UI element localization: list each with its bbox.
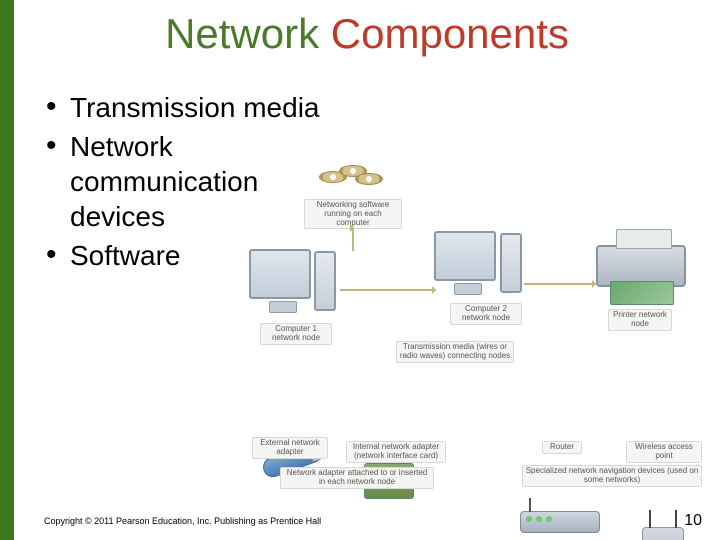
computer1-tower-icon <box>314 251 336 311</box>
diagram-label-printer: Printer network node <box>608 309 672 331</box>
bullet-text: Software <box>70 240 181 271</box>
computer2-tower-icon <box>500 233 522 293</box>
diagram-label-nav-note: Specialized network navigation devices (… <box>522 465 702 487</box>
connector-line <box>352 227 354 251</box>
page-number: 10 <box>684 512 702 530</box>
title-word-1: Network <box>165 10 331 57</box>
bullet-text: Network communication devices <box>70 131 258 232</box>
connector-line <box>524 283 596 285</box>
diagram-label-wireless-ap: Wireless access point <box>626 441 702 463</box>
diagram-label-int-adapter: Internal network adapter (network interf… <box>346 441 446 463</box>
diagram-label-computer2: Computer 2 network node <box>450 303 522 325</box>
bullet-text: Transmission media <box>70 92 319 123</box>
diagram-label-ext-adapter: External network adapter <box>252 437 328 459</box>
wireless-ap-icon <box>642 527 684 540</box>
computer1-icon <box>249 249 311 299</box>
copyright-text: Copyright © 2011 Pearson Education, Inc.… <box>44 516 321 526</box>
slide-body: Network Components Transmission media Ne… <box>14 0 720 540</box>
accent-bar <box>0 0 14 540</box>
bullet-item: Transmission media <box>44 90 344 125</box>
connector-line <box>340 289 436 291</box>
slide-title: Network Components <box>14 10 720 58</box>
computer2-icon <box>434 231 496 281</box>
router-icon <box>520 511 600 533</box>
network-diagram: Networking software running on each comp… <box>244 165 719 490</box>
diagram-label-adapter-note: Network adapter attached to or inserted … <box>280 467 434 489</box>
printer-icon <box>596 245 686 287</box>
diagram-label-router: Router <box>542 441 582 454</box>
diagram-label-computer1: Computer 1 network node <box>260 323 332 345</box>
diagram-label-transmission: Transmission media (wires or radio waves… <box>396 341 514 363</box>
title-word-2: Components <box>331 10 569 57</box>
software-cds-icon <box>319 165 389 195</box>
